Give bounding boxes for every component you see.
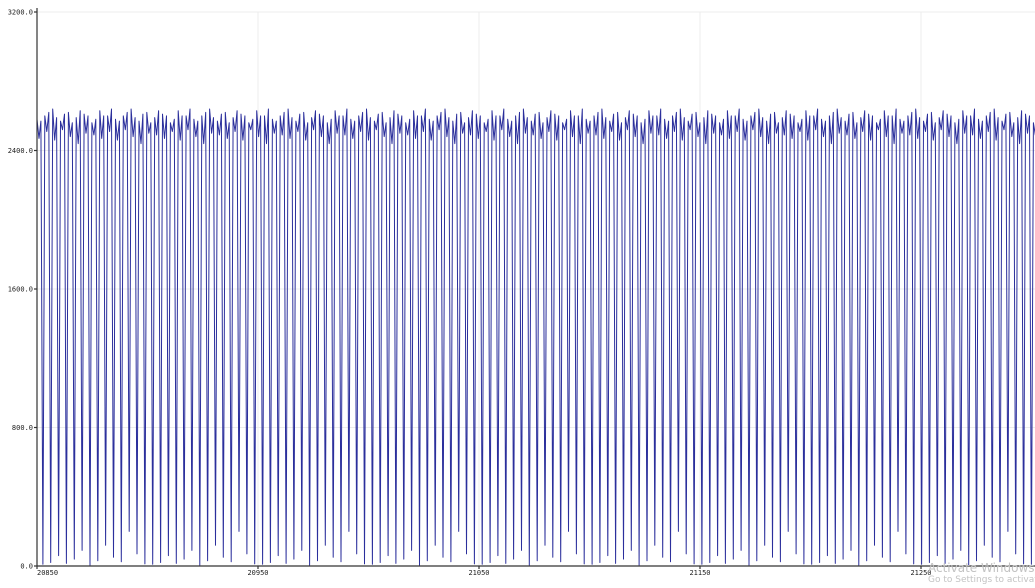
axes xyxy=(34,8,1035,569)
watermark-subtitle: Go to Settings to activate W xyxy=(928,575,1035,585)
watermark-title: Activate Windows xyxy=(928,561,1035,575)
y-tick-label: 2400.0 xyxy=(8,147,33,155)
activate-windows-watermark: Activate Windows Go to Settings to activ… xyxy=(928,562,1035,585)
series-group xyxy=(37,108,1035,566)
x-tick-label: 20950 xyxy=(247,569,268,577)
y-tick-label: 1600.0 xyxy=(8,286,33,294)
grid xyxy=(37,11,1035,566)
y-tick-label: 0.0 xyxy=(20,563,33,571)
x-tick-label: 21250 xyxy=(910,569,931,577)
x-tick-label: 21150 xyxy=(689,569,710,577)
tick-labels: 0.0 800.0 1600.0 2400.0 3200.0 20850 20950 2105… xyxy=(8,9,932,578)
x-tick-label: 20850 xyxy=(37,569,58,577)
y-tick-label: 3200.0 xyxy=(8,9,33,17)
series-line-0 xyxy=(37,108,1035,566)
y-tick-label: 800.0 xyxy=(12,424,33,432)
x-tick-label: 21050 xyxy=(468,569,489,577)
